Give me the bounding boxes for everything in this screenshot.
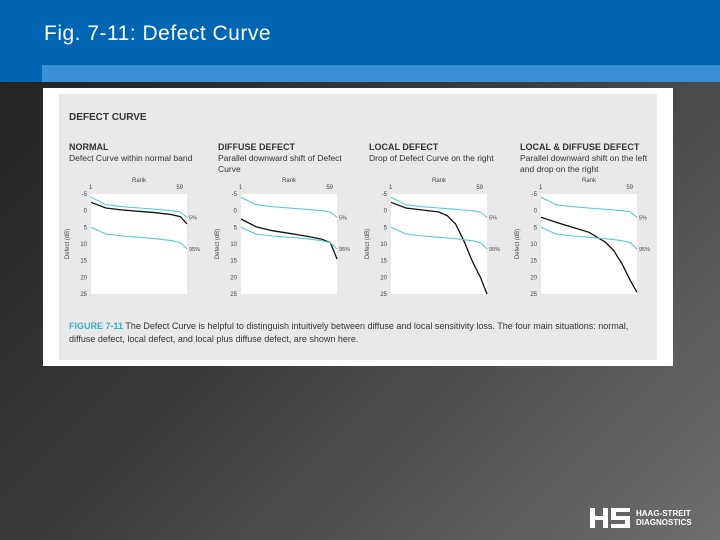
x-axis-title: Rank bbox=[582, 178, 597, 184]
x-tick-label: 59 bbox=[476, 185, 483, 191]
figure-heading: DEFECT CURVE bbox=[69, 112, 147, 123]
x-tick-label: 1 bbox=[389, 185, 393, 191]
defect-chart-diffuse: Rank 1 59 -5 0 5 10 15 20 25 Defect (dB) 5% 95% bbox=[215, 178, 350, 298]
panel-title-diffuse: DIFFUSE DEFECT bbox=[218, 142, 296, 152]
y-tick-label: 5 bbox=[234, 225, 238, 231]
panel-desc-local-diffuse: Parallel downward shift on the left and … bbox=[520, 153, 648, 174]
caption-label: FIGURE 7-11 bbox=[69, 321, 124, 331]
plot-area bbox=[541, 194, 637, 294]
band-lower-line bbox=[240, 226, 338, 250]
y-tick-label: 20 bbox=[230, 275, 237, 281]
y-tick-label: 20 bbox=[380, 275, 387, 281]
band-label-5: 5% bbox=[189, 215, 197, 221]
y-tick-label: 0 bbox=[234, 209, 238, 215]
y-tick-label: 10 bbox=[530, 242, 537, 248]
y-tick-label: 25 bbox=[530, 292, 537, 298]
haag-streit-logo: HAAG-STREIT DIAGNOSTICS bbox=[590, 507, 692, 529]
y-tick-label: -5 bbox=[232, 192, 238, 198]
hs-logo-icon bbox=[590, 508, 630, 528]
x-axis-title: Rank bbox=[282, 178, 297, 184]
defect-chart-local-diffuse: Rank 1 59 -5 0 5 10 15 20 25 Defect (dB) 5% 95% bbox=[515, 178, 650, 298]
band-lower-line bbox=[540, 226, 638, 250]
band-label-95: 95% bbox=[189, 247, 200, 253]
band-label-95: 95% bbox=[339, 247, 350, 253]
slide-title: Fig. 7-11: Defect Curve bbox=[44, 22, 272, 45]
band-label-5: 5% bbox=[489, 215, 497, 221]
band-upper-line bbox=[390, 196, 488, 218]
band-label-95: 95% bbox=[489, 247, 500, 253]
accent-strip bbox=[42, 65, 720, 82]
plot-area bbox=[91, 194, 187, 294]
y-tick-label: 10 bbox=[380, 242, 387, 248]
x-axis-title: Rank bbox=[432, 178, 447, 184]
plot-area bbox=[241, 194, 337, 294]
y-axis-title: Defect (dB) bbox=[215, 229, 221, 259]
y-tick-label: 15 bbox=[380, 259, 387, 265]
y-tick-label: 20 bbox=[80, 275, 87, 281]
y-tick-label: 5 bbox=[534, 225, 538, 231]
y-tick-label: 5 bbox=[384, 225, 388, 231]
band-upper-line bbox=[90, 196, 188, 218]
y-tick-label: -5 bbox=[82, 192, 88, 198]
y-tick-label: 0 bbox=[384, 209, 388, 215]
x-axis-title: Rank bbox=[132, 178, 147, 184]
plot-area bbox=[391, 194, 487, 294]
y-axis-title: Defect (dB) bbox=[515, 229, 521, 259]
y-axis-title: Defect (dB) bbox=[65, 229, 71, 259]
band-label-5: 5% bbox=[639, 215, 647, 221]
y-tick-label: 0 bbox=[534, 209, 538, 215]
defect-curve-line bbox=[90, 201, 188, 225]
x-tick-label: 59 bbox=[176, 185, 183, 191]
x-tick-label: 1 bbox=[89, 185, 93, 191]
defect-chart-normal: Rank 1 59 -5 0 5 10 15 20 25 Defect (dB) 5% 95% bbox=[65, 178, 200, 298]
logo-text: HAAG-STREIT DIAGNOSTICS bbox=[636, 509, 692, 527]
y-tick-label: 5 bbox=[84, 225, 88, 231]
logo-line-2: DIAGNOSTICS bbox=[636, 518, 692, 527]
y-axis-title: Defect (dB) bbox=[365, 229, 371, 259]
y-tick-label: 15 bbox=[230, 259, 237, 265]
y-tick-label: 15 bbox=[530, 259, 537, 265]
panel-desc-local: Drop of Defect Curve on the right bbox=[369, 153, 494, 163]
band-lower-line bbox=[390, 226, 488, 250]
y-tick-label: 25 bbox=[230, 292, 237, 298]
figure-panel: DEFECT CURVE NORMAL Defect Curve within … bbox=[43, 88, 673, 366]
y-tick-label: -5 bbox=[382, 192, 388, 198]
panel-title-normal: NORMAL bbox=[69, 142, 109, 152]
panel-title-local: LOCAL DEFECT bbox=[369, 142, 439, 152]
band-label-5: 5% bbox=[339, 215, 347, 221]
y-tick-label: 15 bbox=[80, 259, 87, 265]
y-tick-label: 25 bbox=[380, 292, 387, 298]
figure-inner: DEFECT CURVE NORMAL Defect Curve within … bbox=[59, 94, 657, 360]
x-tick-label: 59 bbox=[326, 185, 333, 191]
y-tick-label: -5 bbox=[532, 192, 538, 198]
panel-desc-diffuse: Parallel downward shift of Defect Curve bbox=[218, 153, 342, 174]
panel-desc-normal: Defect Curve within normal band bbox=[69, 153, 193, 163]
caption-text: The Defect Curve is helpful to distingui… bbox=[69, 321, 629, 344]
y-tick-label: 0 bbox=[84, 209, 88, 215]
y-tick-label: 20 bbox=[530, 275, 537, 281]
logo-line-1: HAAG-STREIT bbox=[636, 509, 691, 518]
x-tick-label: 1 bbox=[239, 185, 243, 191]
band-label-95: 95% bbox=[639, 247, 650, 253]
band-lower-line bbox=[90, 226, 188, 250]
band-upper-line bbox=[540, 196, 638, 218]
x-tick-label: 59 bbox=[626, 185, 633, 191]
defect-curve-line bbox=[540, 216, 638, 293]
figure-caption: FIGURE 7-11 The Defect Curve is helpful … bbox=[69, 320, 649, 346]
defect-curve-line bbox=[390, 201, 488, 295]
y-tick-label: 25 bbox=[80, 292, 87, 298]
x-tick-label: 1 bbox=[539, 185, 543, 191]
y-tick-label: 10 bbox=[230, 242, 237, 248]
y-tick-label: 10 bbox=[80, 242, 87, 248]
band-upper-line bbox=[240, 196, 338, 218]
panel-title-local-diffuse: LOCAL & DIFFUSE DEFECT bbox=[520, 142, 640, 152]
defect-chart-local: Rank 1 59 -5 0 5 10 15 20 25 Defect (dB) 5% 95% bbox=[365, 178, 500, 298]
